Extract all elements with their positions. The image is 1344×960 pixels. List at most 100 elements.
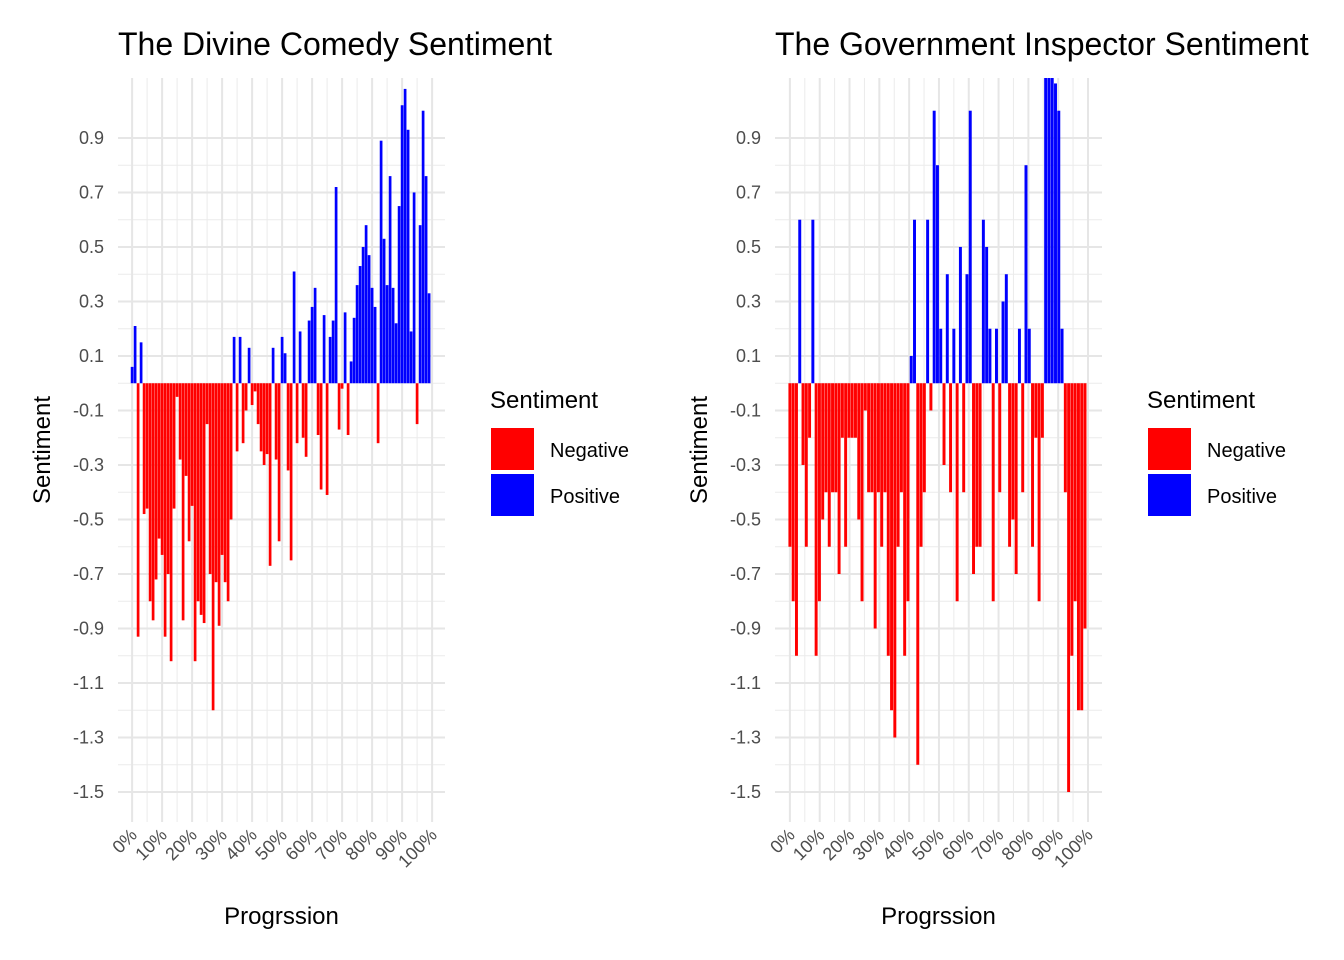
bar [268, 383, 272, 566]
y-tick-label: 0.7 [736, 182, 761, 202]
bar [1024, 165, 1028, 384]
legend-label: Negative [550, 440, 629, 462]
bar [922, 383, 926, 493]
bar [1017, 328, 1021, 384]
bar [322, 315, 326, 384]
bar [145, 383, 149, 509]
y-tick-label: -1.1 [730, 673, 761, 693]
bar [226, 383, 230, 602]
bar [274, 383, 278, 460]
bar [998, 383, 1002, 493]
x-tick-label: 30% [191, 825, 231, 865]
bar [232, 336, 236, 384]
x-axis-label: Progrssion [881, 903, 996, 930]
bar [130, 366, 134, 384]
bar [376, 383, 380, 444]
y-tick-label: 0.3 [736, 291, 761, 311]
bar [995, 328, 998, 384]
bar [834, 383, 838, 493]
bar [304, 383, 308, 457]
bar [337, 383, 341, 430]
bar [893, 383, 897, 738]
bar [962, 383, 966, 493]
bar [361, 246, 365, 384]
bar [157, 383, 161, 539]
bar [821, 383, 825, 520]
bar [373, 306, 377, 384]
legend-title: Sentiment [490, 387, 598, 414]
bar [367, 255, 371, 384]
bar [319, 383, 323, 490]
panel: -1.5 -1.3 -1.1 -0.9 -0.7 -0.5 -0.3 -0.1 0.1 0.3 0.… [29, 26, 629, 930]
y-tick-label: -0.7 [73, 564, 104, 584]
bar [139, 342, 143, 384]
bar [355, 285, 359, 384]
bar [241, 383, 245, 444]
bar [154, 383, 158, 580]
bar [988, 328, 992, 384]
bar [804, 383, 808, 547]
y-tick-label: 0.9 [79, 128, 104, 148]
bar [265, 383, 269, 455]
bar [883, 383, 887, 493]
y-tick-label: -0.7 [730, 564, 761, 584]
bar [840, 383, 844, 438]
bar [860, 383, 864, 602]
bar [978, 383, 982, 547]
y-tick-label: 0.5 [736, 237, 761, 257]
bar [316, 383, 320, 436]
bar [172, 383, 176, 509]
bar [916, 383, 920, 765]
bar [391, 287, 395, 384]
bar [235, 383, 239, 452]
bar [136, 383, 140, 637]
bar [301, 383, 305, 438]
bar [808, 383, 812, 438]
bar [262, 383, 266, 465]
bar [349, 361, 353, 384]
bar [397, 206, 401, 384]
x-tick-label: 40% [878, 825, 918, 865]
bar [400, 105, 404, 384]
bar [271, 347, 275, 384]
bar [1070, 383, 1074, 656]
bar [424, 176, 428, 384]
bar [220, 383, 224, 555]
bar [187, 383, 191, 542]
bar [814, 383, 818, 656]
y-tick-label: -1.3 [730, 728, 761, 748]
bar [1027, 328, 1031, 384]
bar [857, 383, 861, 520]
bar [160, 383, 164, 555]
bar [403, 88, 407, 384]
bar [1050, 78, 1054, 384]
bar [926, 219, 930, 384]
bar [229, 383, 233, 520]
bar [295, 383, 299, 444]
bar [1054, 83, 1057, 384]
bar [798, 219, 802, 384]
bar [824, 383, 828, 493]
bar [379, 140, 383, 384]
bar [280, 336, 284, 384]
bar [913, 219, 916, 384]
bar [385, 285, 389, 384]
bar [935, 165, 939, 384]
bar [1034, 383, 1038, 438]
x-tick-label: 70% [311, 825, 351, 865]
bars [130, 88, 431, 711]
bar [406, 129, 410, 384]
bar [163, 383, 167, 637]
bar [250, 383, 254, 406]
y-tick-label: -0.1 [730, 400, 761, 420]
y-tick-label: -0.3 [73, 455, 104, 475]
bar [211, 383, 215, 711]
x-tick-label: 40% [221, 825, 261, 865]
bar [325, 383, 329, 495]
bar [223, 383, 227, 583]
x-tick-label: 20% [161, 825, 201, 865]
y-tick-label: -1.5 [73, 782, 104, 802]
bar [844, 383, 848, 547]
bar [827, 383, 831, 547]
